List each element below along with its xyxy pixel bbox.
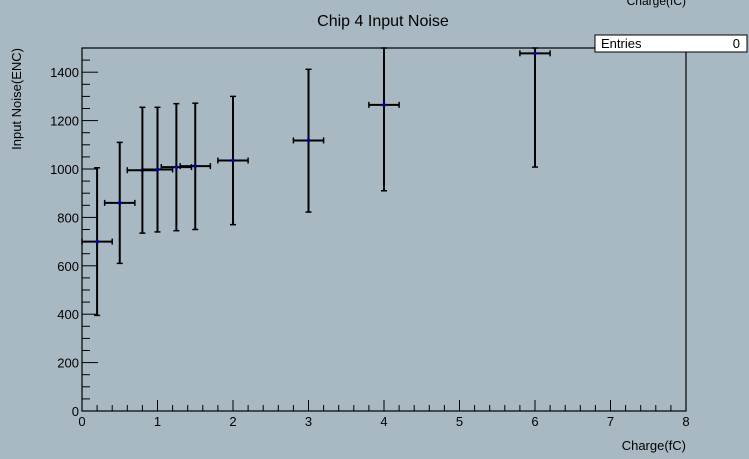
y-tick-label: 1000 (50, 162, 79, 177)
axes: 0 1 2 3 4 5 6 7 8 0 200 400 600 800 1000 1200 1400 (50, 47, 690, 429)
x-tick-label: 8 (682, 414, 689, 429)
stats-box: Entries 0 (594, 34, 748, 53)
stats-box-value: 0 (733, 36, 740, 51)
data-marker (382, 103, 386, 107)
x-tick-label: 6 (531, 414, 538, 429)
data-marker (95, 240, 99, 244)
data-point (160, 102, 193, 232)
chart-title: Chip 4 Input Noise (317, 13, 449, 30)
stats-box-label: Entries (601, 36, 642, 51)
x-tick-label: 1 (154, 414, 161, 429)
y-tick-label: 800 (57, 210, 79, 225)
data-marker (174, 165, 178, 169)
data-point (519, 47, 551, 168)
data-point (292, 68, 325, 213)
y-tick-label: 1200 (50, 114, 79, 129)
data-point (81, 167, 113, 317)
data-point (217, 95, 249, 226)
x-tick-label: 3 (305, 414, 312, 429)
y-tick-label: 400 (57, 307, 79, 322)
stats-box-frame (594, 34, 748, 53)
data-point (368, 47, 400, 192)
x-tick-label: 5 (456, 414, 463, 429)
clipped-top-label: Charge(fC) (627, 0, 686, 8)
data-marker (231, 159, 235, 163)
y-tick-label: 0 (72, 404, 79, 419)
data-point (103, 141, 136, 265)
data-marker (118, 201, 122, 205)
data-marker (533, 51, 537, 55)
data-marker (156, 167, 159, 171)
data-marker (307, 138, 310, 142)
x-axis-label: Charge(fC) (622, 438, 686, 453)
x-tick-label: 2 (229, 414, 236, 429)
x-tick-label: 0 (78, 414, 85, 429)
data-marks (81, 47, 551, 317)
y-tick-label: 200 (57, 356, 79, 371)
data-point (141, 106, 174, 233)
y-tick-label: 1400 (50, 65, 79, 80)
y-axis-label: Input Noise(ENC) (9, 48, 24, 150)
y-tick-label: 600 (57, 259, 79, 274)
x-tick-label: 7 (607, 414, 614, 429)
data-point (179, 102, 212, 231)
data-marker (193, 164, 197, 168)
x-tick-label: 4 (380, 414, 387, 429)
